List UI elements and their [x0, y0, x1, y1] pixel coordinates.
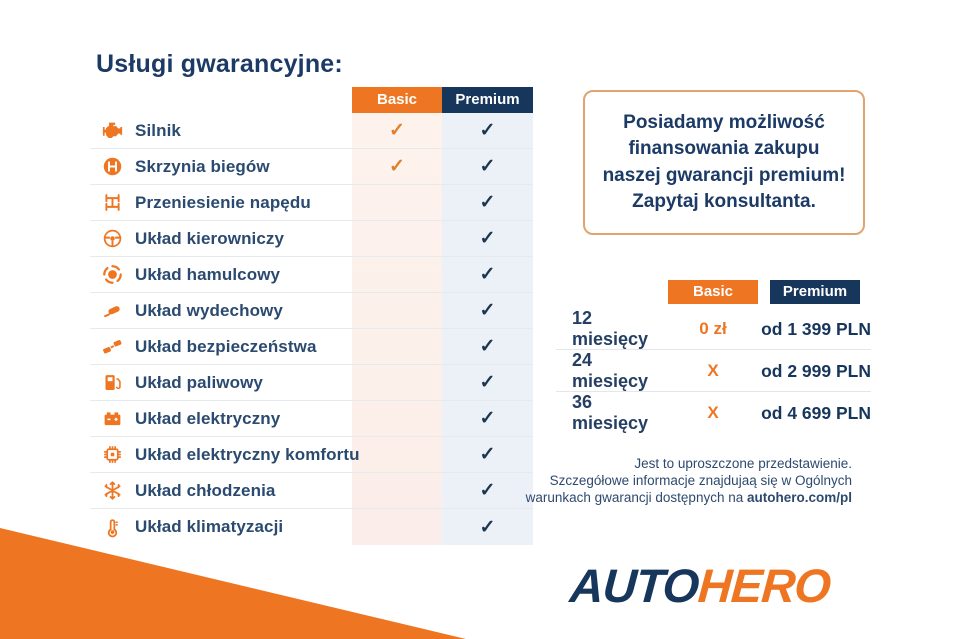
pricing-basic-value: X — [707, 403, 719, 422]
table-row: Układ hamulcowy ✓ — [90, 257, 533, 293]
table-row: Układ elektryczny komfortu ✓ — [90, 437, 533, 473]
table-row: Przeniesienie napędu ✓ — [90, 185, 533, 221]
brake-disc-icon — [101, 264, 123, 286]
basic-column-header: Basic — [352, 87, 442, 113]
disclaimer-line1: Jest to uproszczone przedstawienie. — [634, 456, 852, 471]
service-label: Układ wydechowy — [135, 300, 283, 320]
pricing-basic-value: 0 zł — [699, 319, 727, 338]
pricing-basic-value: X — [707, 361, 719, 380]
premium-check-cell: ✓ — [479, 192, 496, 213]
basic-check-cell: ✓ — [389, 156, 405, 177]
table-row: Układ chłodzenia ✓ — [90, 473, 533, 509]
seatbelt-icon — [101, 336, 123, 358]
premium-check-cell: ✓ — [479, 120, 496, 141]
service-label: Silnik — [135, 120, 181, 140]
premium-check-cell: ✓ — [479, 264, 496, 285]
table-row: Układ paliwowy ✓ — [90, 365, 533, 401]
disclaimer-line2: Szczegółowe informacje znajdujaą się w O… — [549, 472, 852, 488]
table-row: Skrzynia biegów ✓ ✓ — [90, 149, 533, 185]
premium-check-cell: ✓ — [479, 480, 496, 501]
logo-auto-part: AUTO — [568, 559, 701, 612]
disclaimer-website: autohero.com/pl — [746, 489, 852, 505]
premium-check-cell: ✓ — [479, 156, 496, 177]
service-label: Układ kierowniczy — [135, 228, 285, 248]
pricing-premium-header: Premium — [770, 280, 860, 304]
basic-column-background — [352, 113, 442, 545]
service-label: Układ klimatyzacji — [135, 517, 284, 536]
fuel-pump-icon — [101, 372, 123, 394]
premium-check-cell: ✓ — [479, 408, 496, 429]
pricing-premium-value: od 2 999 PLN — [761, 360, 871, 381]
premium-check-cell: ✓ — [479, 516, 496, 538]
autohero-logo: AUTOHERO — [568, 558, 832, 613]
thermometer-icon — [101, 516, 123, 538]
engine-icon — [101, 120, 123, 142]
pricing-period: 12 miesięcy — [572, 308, 649, 349]
pricing-premium-value: od 4 699 PLN — [761, 402, 871, 423]
premium-check-cell: ✓ — [479, 372, 496, 393]
table-row: Układ kierowniczy ✓ — [90, 221, 533, 257]
page-title: Usługi gwarancyjne: — [96, 50, 343, 78]
service-rows: Silnik ✓ ✓ Skrzynia biegów ✓ ✓ Przeniesienie n… — [90, 113, 533, 545]
premium-check-cell: ✓ — [479, 228, 496, 249]
service-label: Układ paliwowy — [135, 372, 263, 392]
table-row: Układ wydechowy ✓ — [90, 293, 533, 329]
snowflake-icon — [101, 480, 123, 502]
service-label: Układ elektryczny komfortu — [135, 444, 360, 464]
pricing-row: 12 miesięcy 0 zł od 1 399 PLN — [556, 308, 871, 350]
gearbox-icon — [101, 156, 123, 178]
premium-check-cell: ✓ — [479, 444, 496, 465]
drivetrain-icon — [101, 192, 123, 214]
premium-check-cell: ✓ — [479, 336, 496, 357]
service-label: Układ elektryczny — [135, 408, 281, 428]
pricing-basic-header: Basic — [668, 280, 758, 304]
disclaimer-text: Jest to uproszczone przedstawienie. Szcz… — [526, 456, 852, 507]
chip-icon — [101, 444, 123, 466]
service-label: Układ chłodzenia — [135, 480, 276, 500]
premium-column-background — [442, 113, 533, 545]
warranty-comparison-table: Basic Premium Silnik ✓ ✓ Skrzynia biegów ✓ ✓ P… — [90, 87, 533, 545]
service-label: Układ hamulcowy — [135, 264, 281, 284]
pricing-period: 36 miesięcy — [572, 392, 649, 433]
logo-hero-part: HERO — [696, 559, 832, 612]
table-row: Układ bezpieczeństwa ✓ — [90, 329, 533, 365]
service-label: Przeniesienie napędu — [135, 192, 311, 212]
table-row: Układ elektryczny ✓ — [90, 401, 533, 437]
pricing-premium-value: od 1 399 PLN — [761, 318, 871, 339]
disclaimer-line3: warunkach gwarancji dostępnych na — [525, 489, 747, 505]
financing-promo-box: Posiadamy możliwość finansowania zakupu … — [583, 90, 865, 235]
pricing-period: 24 miesięcy — [572, 350, 649, 391]
service-label: Układ bezpieczeństwa — [135, 336, 317, 356]
financing-promo-text: Posiadamy możliwość finansowania zakupu … — [602, 112, 846, 212]
service-label: Skrzynia biegów — [135, 156, 270, 176]
premium-column-header: Premium — [442, 87, 533, 113]
basic-check-cell: ✓ — [389, 120, 405, 141]
table-row: Układ klimatyzacji ✓ — [90, 509, 533, 545]
table-row: Silnik ✓ ✓ — [90, 113, 533, 149]
battery-icon — [101, 408, 123, 430]
steering-wheel-icon — [101, 228, 123, 250]
premium-check-cell: ✓ — [479, 300, 496, 321]
exhaust-icon — [101, 300, 123, 322]
